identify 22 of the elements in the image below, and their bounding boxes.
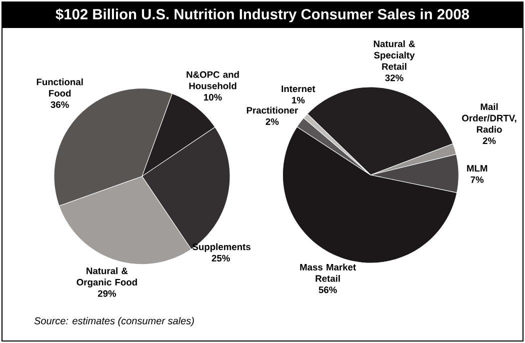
slice-label: Supplements [192, 243, 250, 252]
data-label: 1% [292, 96, 305, 104]
data-label: 25% [212, 254, 230, 262]
data-label: 7% [470, 176, 484, 183]
slice-label: Mass Market Retail [300, 264, 356, 282]
chart-title: $102 Billion U.S. Nutrition Industry Consumer Sales in 2008 [56, 8, 470, 22]
slice-label: Functional Food [36, 78, 83, 97]
slice-label: MLM [467, 165, 488, 172]
source-note: Source: estimates (consumer sales) [34, 317, 194, 326]
data-label: 2% [482, 137, 496, 144]
slice-label: Practitioner [246, 106, 298, 114]
slice-label: Natural & Specialty Retail [374, 40, 415, 70]
data-label: 2% [266, 118, 279, 125]
slice-label: N&OPC and Household [186, 71, 239, 90]
slice-label: Internet [282, 86, 316, 92]
slice-label: Mail Order/DRTV, Radio [462, 103, 516, 133]
data-label: 10% [204, 94, 222, 101]
slice-label: Natural & Organic Food [76, 267, 137, 288]
data-label: 32% [385, 74, 404, 82]
data-label: 29% [98, 290, 116, 297]
data-label: 56% [318, 286, 337, 294]
data-label: 36% [50, 101, 69, 108]
